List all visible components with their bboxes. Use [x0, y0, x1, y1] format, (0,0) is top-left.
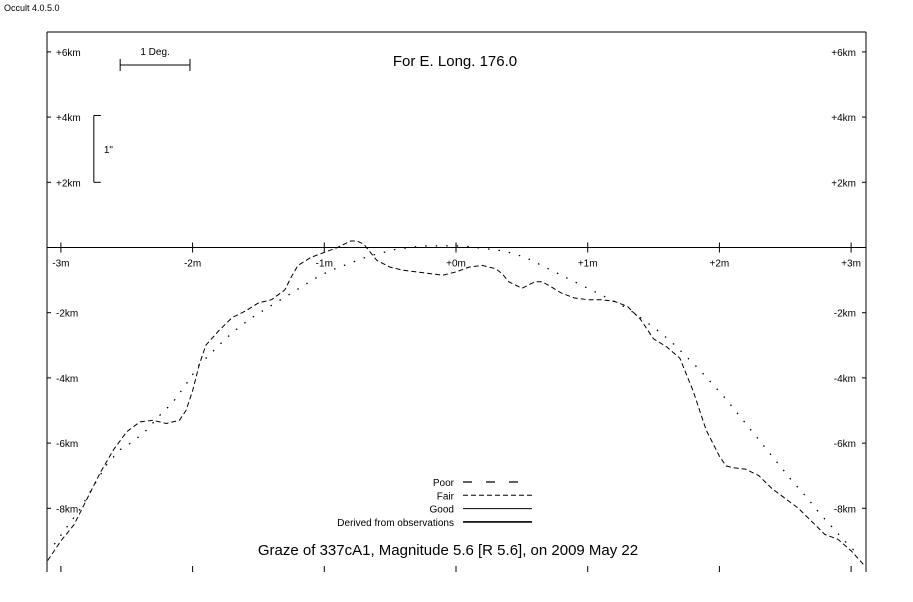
x-axis-ticks: -3m -2m -1m +0m +1m +2m +3m [52, 242, 861, 572]
x-tick-label-3: +0m [446, 259, 466, 270]
x-tick-label-1: -2m [184, 259, 201, 270]
y-tick-label-left-6: -8km [56, 504, 78, 515]
y-tick-label-right-2: +2km [831, 178, 856, 189]
x-tick-label-5: +2m [710, 259, 730, 270]
profile-series-poor-1 [53, 245, 859, 555]
arcsec-scale-label: 1" [104, 145, 114, 156]
y-tick-label-left-2: +2km [56, 178, 81, 189]
y-tick-label-left-5: -6km [56, 439, 78, 450]
x-tick-label-2: -1m [316, 259, 333, 270]
y-tick-label-left-4: -4km [56, 374, 78, 385]
window-title: Occult 4.0.5.0 [4, 3, 60, 13]
y-tick-label-left-0: +6km [56, 48, 81, 59]
x-tick-label-0: -3m [52, 259, 69, 270]
legend-label-derived: Derived from observations [337, 518, 454, 529]
chart-subtitle: For E. Long. 176.0 [393, 53, 517, 70]
degree-scale-label: 1 Deg. [140, 47, 169, 58]
y-tick-label-right-6: -8km [834, 504, 856, 515]
y-tick-label-right-0: +6km [831, 48, 856, 59]
legend-label-good: Good [430, 505, 454, 516]
y-axis-ticks: +6km +6km +4km +4km +2km +2km -2km -2km -4km -4km… [47, 48, 866, 515]
legend-label-poor: Poor [433, 478, 455, 489]
legend: Poor Fair Good Derived from observations [337, 478, 532, 529]
y-tick-label-right-1: +4km [831, 113, 856, 124]
y-tick-label-right-5: -6km [834, 439, 856, 450]
x-tick-label-4: +1m [578, 259, 598, 270]
y-tick-label-left-3: -2km [56, 309, 78, 320]
x-tick-label-6: +3m [841, 259, 861, 270]
legend-label-fair: Fair [437, 491, 455, 502]
y-tick-label-right-4: -4km [834, 374, 856, 385]
scale-bars: 1 Deg. 1" [93, 47, 191, 183]
plot-frame [46, 31, 867, 572]
profile-series-fair-0 [47, 240, 865, 566]
chart-title: Graze of 337cA1, Magnitude 5.6 [R 5.6], … [258, 542, 638, 559]
y-tick-label-left-1: +4km [56, 113, 81, 124]
y-tick-label-right-3: -2km [834, 309, 856, 320]
profile-series [47, 240, 865, 566]
